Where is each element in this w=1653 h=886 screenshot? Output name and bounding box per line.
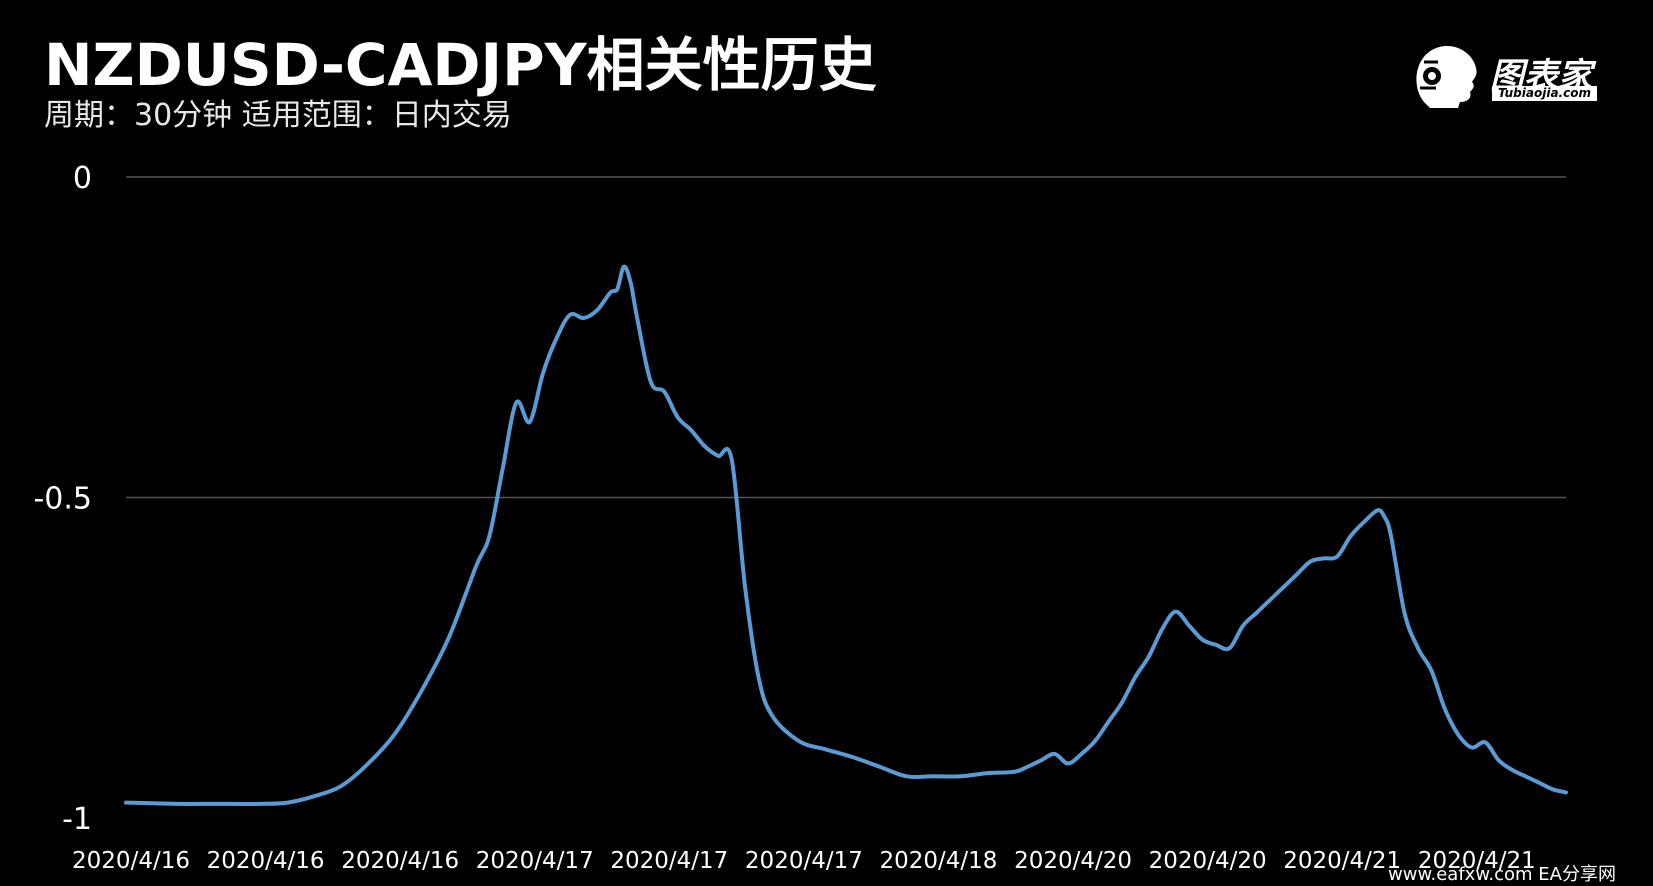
grid-lines (126, 176, 1566, 499)
y-tick-label: -0.5 (33, 482, 92, 517)
y-axis-tick-labels: 0 -0.5 -1 (33, 161, 92, 837)
watermark: www.eafxw.com EA分享网 (1388, 864, 1616, 885)
chart-title: NZDUSD-CADJPY相关性历史 (44, 31, 877, 99)
chart-subtitle: 周期：30分钟 适用范围：日内交易 (44, 98, 512, 133)
x-tick-label: 2020/4/20 (1014, 848, 1132, 874)
y-tick-label: -1 (62, 802, 92, 837)
x-axis-tick-labels: 2020/4/16 2020/4/16 2020/4/16 2020/4/17 2020… (72, 848, 1536, 874)
x-tick-label: 2020/4/17 (745, 848, 863, 874)
x-tick-label: 2020/4/17 (476, 848, 594, 874)
logo-domain: Tubiaojia.com (1492, 86, 1597, 101)
series-layer (124, 264, 1568, 806)
y-tick-label: 0 (73, 161, 92, 196)
series-line-0 (124, 264, 1568, 806)
x-tick-label: 2020/4/16 (72, 848, 190, 874)
brand-logo: 图表家 Tubiaojia.com (1410, 42, 1610, 108)
x-tick-label: 2020/4/18 (880, 848, 998, 874)
x-tick-label: 2020/4/20 (1149, 848, 1267, 874)
x-tick-label: 2020/4/17 (610, 848, 728, 874)
x-tick-label: 2020/4/21 (1283, 848, 1401, 874)
x-tick-label: 2020/4/16 (207, 848, 325, 874)
x-tick-label: 2020/4/16 (341, 848, 459, 874)
x-tick-label: 2020/4/21 (1418, 848, 1536, 874)
robot-head-icon (1416, 46, 1477, 108)
